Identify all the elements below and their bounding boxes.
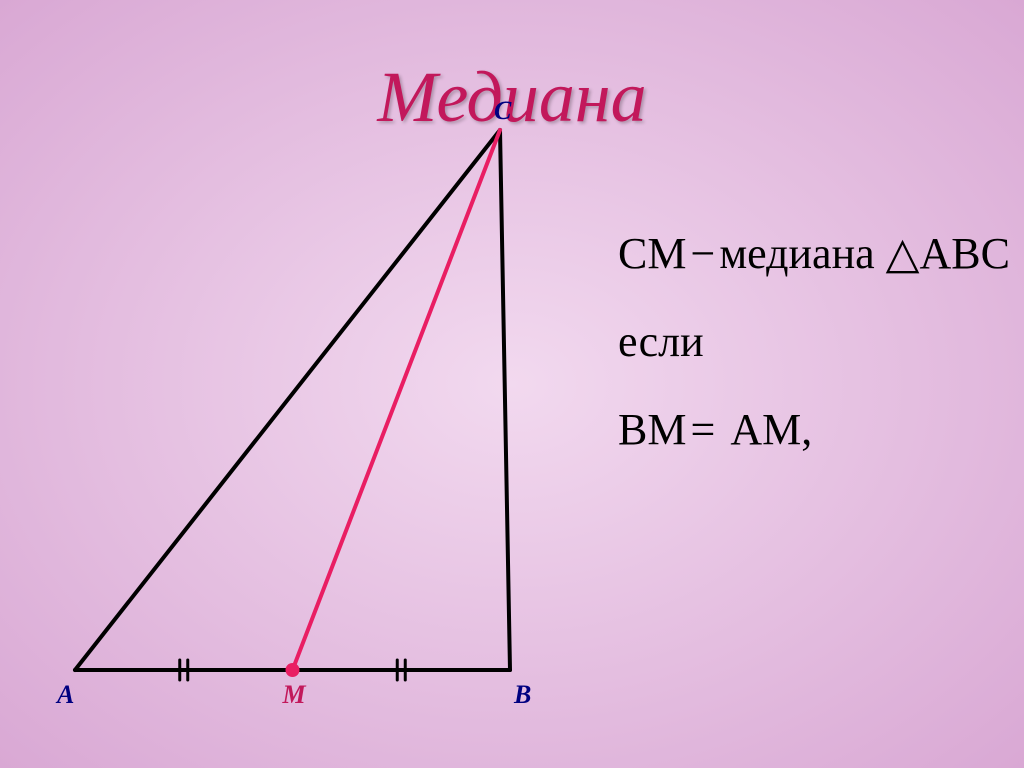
formula-abc: АВС xyxy=(920,229,1010,278)
slide: Медиана А В С М СМ−медиана △АВС если ВМ=… xyxy=(0,0,1024,768)
minus-icon: − xyxy=(686,229,719,278)
triangle-icon: △ xyxy=(886,229,920,278)
formula-line-2: если xyxy=(618,298,1018,386)
equals-icon: = xyxy=(686,405,719,454)
vertex-label-c: С xyxy=(494,96,511,126)
formula-bm: ВМ xyxy=(618,405,686,454)
vertex-label-b: В xyxy=(514,680,531,710)
formula-block: СМ−медиана △АВС если ВМ= АМ, xyxy=(618,210,1018,474)
formula-cm: СМ xyxy=(618,229,686,278)
triangle-svg xyxy=(30,110,590,720)
formula-am: АМ, xyxy=(719,405,812,454)
vertex-label-m: М xyxy=(283,680,306,710)
formula-line-3: ВМ= АМ, xyxy=(618,386,1018,474)
median-diagram: А В С М xyxy=(30,110,590,720)
formula-median-word: медиана xyxy=(719,229,885,278)
vertex-label-a: А xyxy=(57,680,74,710)
formula-line-1: СМ−медиана △АВС xyxy=(618,210,1018,298)
